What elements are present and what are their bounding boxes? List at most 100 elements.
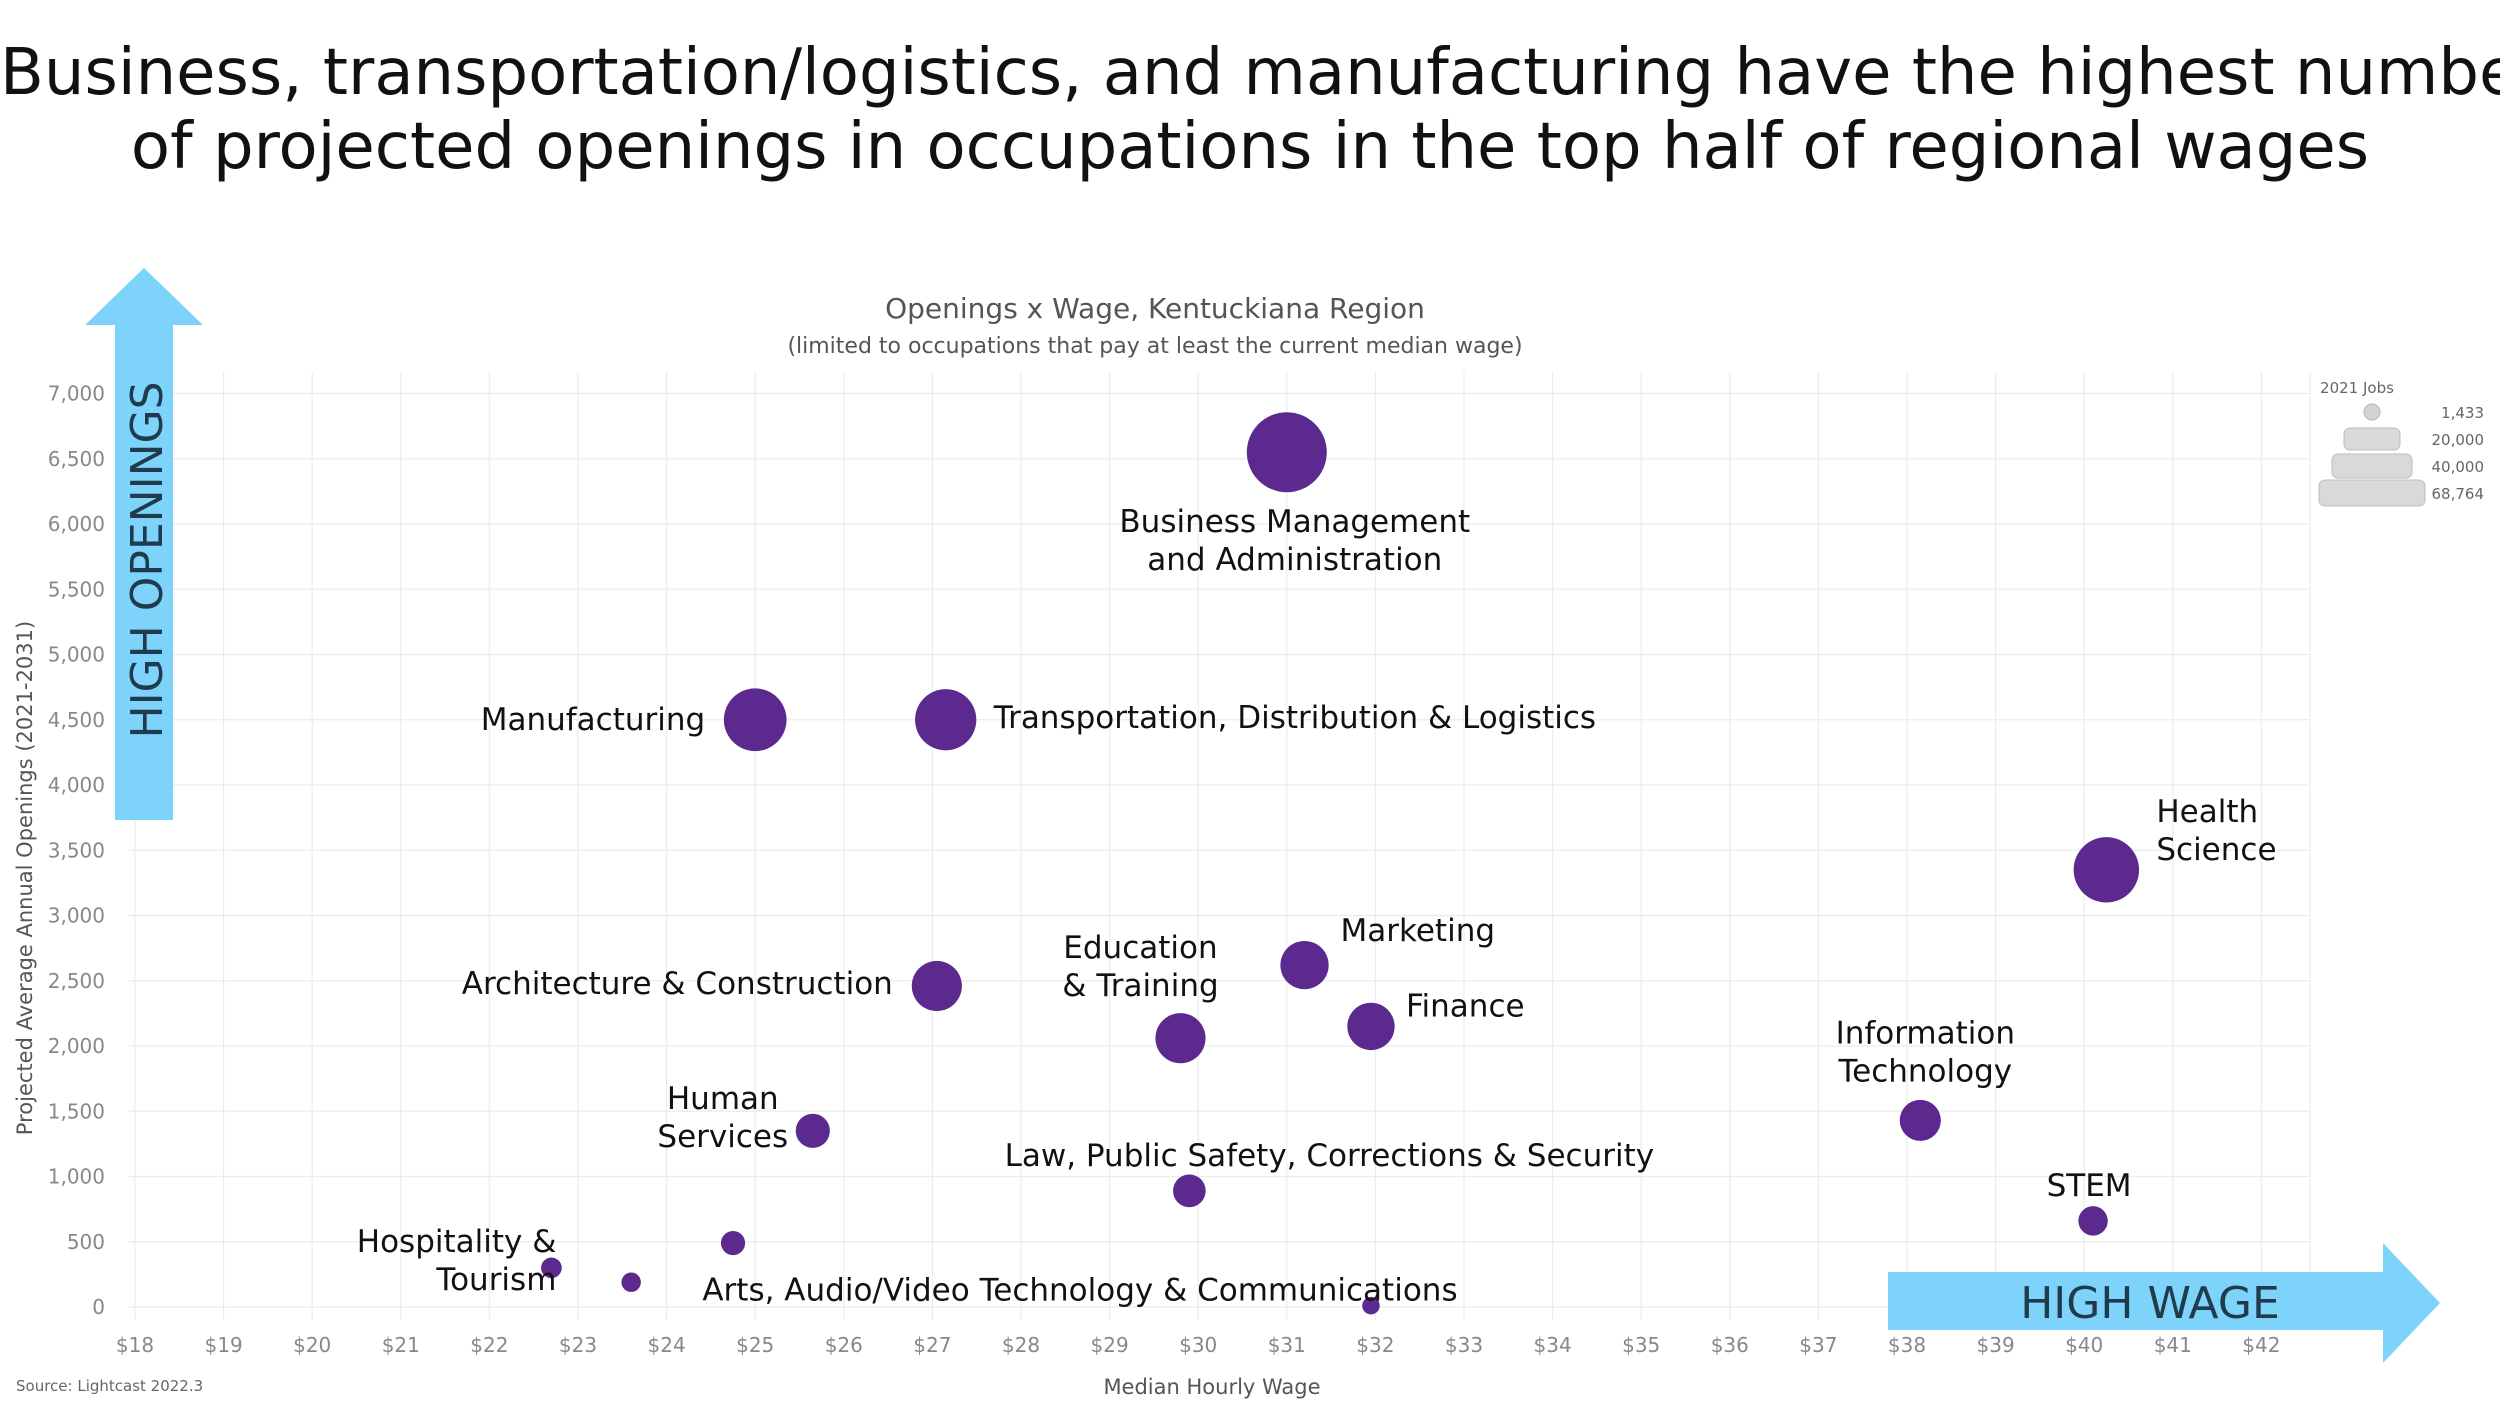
high-openings-label: HIGH OPENINGS: [122, 381, 173, 738]
y-tick-label: 5,000: [48, 643, 105, 667]
bubble: [720, 1230, 746, 1256]
bubble: [1347, 1002, 1395, 1051]
x-tick-label: $39: [1977, 1333, 2015, 1357]
bubble: [1155, 1013, 1206, 1064]
bubble: [2073, 837, 2140, 903]
y-tick-label: 7,000: [48, 382, 105, 406]
bubble: [1362, 1296, 1380, 1315]
y-tick-label: 2,000: [48, 1034, 105, 1058]
x-tick-label: $42: [2242, 1333, 2280, 1357]
bubble-label: Manufacturing: [481, 702, 705, 738]
headline-line-1: Business, transportation/logistics, and …: [0, 36, 2500, 110]
bubble-label: Finance: [1406, 988, 1525, 1024]
bubble: [911, 960, 962, 1012]
y-tick-label: 0: [92, 1295, 105, 1319]
x-tick-label: $18: [116, 1333, 154, 1357]
y-axis-ticks: 0 500 1,000 1,500 2,000 2,500 3,000 3,500 4,000 4…: [48, 382, 105, 1320]
bubble-label: Information Technology: [1836, 1015, 2015, 1089]
bubble: [1899, 1099, 1941, 1141]
x-tick-label: $41: [2154, 1333, 2192, 1357]
size-legend-label: 1,433: [2441, 404, 2484, 422]
x-tick-label: $22: [470, 1333, 508, 1357]
size-legend-title: 2021 Jobs: [2320, 379, 2394, 397]
x-tick-label: $34: [1534, 1333, 1572, 1357]
y-tick-label: 3,500: [48, 838, 105, 862]
grid-lines: [128, 372, 2311, 1320]
y-tick-label: 6,000: [48, 512, 105, 536]
bubbles: [541, 412, 2140, 1315]
size-legend-label: 20,000: [2432, 431, 2485, 449]
bubble-label: Transportation, Distribution & Logistics: [993, 700, 1596, 736]
headline-line-2: of projected openings in occupations in …: [130, 110, 2370, 184]
y-tick-label: 3,000: [48, 904, 105, 928]
bubble-label: Marketing: [1341, 913, 1496, 949]
bubble-label: Law, Public Safety, Corrections & Securi…: [1005, 1138, 1655, 1174]
x-tick-label: $28: [1002, 1333, 1040, 1357]
bubble: [2078, 1206, 2108, 1236]
x-axis-label: Median Hourly Wage: [1103, 1375, 1320, 1399]
bubble-label: Arts, Audio/Video Technology & Communica…: [702, 1273, 1457, 1309]
bubble-label: Architecture & Construction: [462, 966, 893, 1002]
y-tick-label: 4,000: [48, 773, 105, 797]
bubble-label: Health Science: [2156, 794, 2276, 868]
x-tick-label: $21: [382, 1333, 420, 1357]
bubble-label: Hospitality & Tourism: [357, 1224, 557, 1298]
x-tick-label: $29: [1091, 1333, 1129, 1357]
x-tick-label: $26: [825, 1333, 863, 1357]
y-tick-label: 500: [67, 1230, 105, 1254]
size-legend-marker: [2318, 479, 2426, 507]
x-tick-label: $40: [2065, 1333, 2103, 1357]
bubble: [1173, 1174, 1206, 1208]
x-tick-label: $19: [205, 1333, 243, 1357]
size-legend-label: 40,000: [2432, 458, 2485, 476]
chart-subtitle: (limited to occupations that pay at leas…: [787, 334, 1522, 359]
x-tick-label: $20: [293, 1333, 331, 1357]
bubble: [621, 1272, 641, 1292]
chart-title: Openings x Wage, Kentuckiana Region: [885, 292, 1425, 325]
high-wage-label: HIGH WAGE: [2020, 1278, 2280, 1329]
bubble: [795, 1113, 830, 1148]
x-axis-ticks: $18 $19 $20 $21 $22 $23 $24 $25 $26 $27 $28 $29 $30 $…: [116, 1333, 2281, 1357]
x-tick-label: $23: [559, 1333, 597, 1357]
x-tick-label: $30: [1179, 1333, 1217, 1357]
bubble-label: Human Services: [657, 1081, 788, 1155]
bubble: [723, 688, 787, 752]
x-tick-label: $25: [736, 1333, 774, 1357]
size-legend-marker: [2363, 403, 2381, 421]
y-axis-label: Projected Average Annual Openings (2021-…: [13, 621, 37, 1135]
x-tick-label: $33: [1445, 1333, 1483, 1357]
high-wage-arrow: HIGH WAGE: [1888, 1243, 2440, 1363]
size-legend-marker: [2343, 427, 2401, 451]
x-tick-label: $32: [1356, 1333, 1394, 1357]
bubble-label: STEM: [2047, 1168, 2132, 1204]
bubble-labels: Business Management and Administration Man…: [357, 504, 2277, 1308]
x-tick-label: $36: [1711, 1333, 1749, 1357]
size-legend: 2021 Jobs 1,433 20,000 40,000 68,764: [2318, 379, 2485, 507]
x-tick-label: $38: [1888, 1333, 1926, 1357]
size-legend-marker: [2331, 453, 2413, 479]
y-tick-label: 1,500: [48, 1099, 105, 1123]
source-note: Source: Lightcast 2022.3: [16, 1377, 203, 1395]
x-tick-label: $37: [1799, 1333, 1837, 1357]
y-tick-label: 5,500: [48, 577, 105, 601]
x-tick-label: $24: [648, 1333, 686, 1357]
bubble-label: Education & Training: [1062, 930, 1218, 1004]
size-legend-label: 68,764: [2432, 485, 2485, 503]
bubble: [1246, 412, 1327, 493]
headline: Business, transportation/logistics, and …: [0, 36, 2500, 184]
horizontal-arrow-shape: [1888, 1243, 2440, 1363]
x-tick-label: $31: [1268, 1333, 1306, 1357]
y-tick-label: 2,500: [48, 969, 105, 993]
bubble-label: Business Management and Administration: [1119, 504, 1470, 578]
bubble: [1280, 940, 1329, 990]
vertical-arrow-shape: [85, 268, 203, 820]
x-tick-label: $35: [1622, 1333, 1660, 1357]
bubble: [915, 689, 977, 751]
bubble: [541, 1257, 562, 1279]
high-openings-arrow: HIGH OPENINGS: [85, 268, 203, 820]
y-tick-label: 1,000: [48, 1165, 105, 1189]
y-tick-label: 6,500: [48, 447, 105, 471]
y-tick-label: 4,500: [48, 708, 105, 732]
x-tick-label: $27: [913, 1333, 951, 1357]
